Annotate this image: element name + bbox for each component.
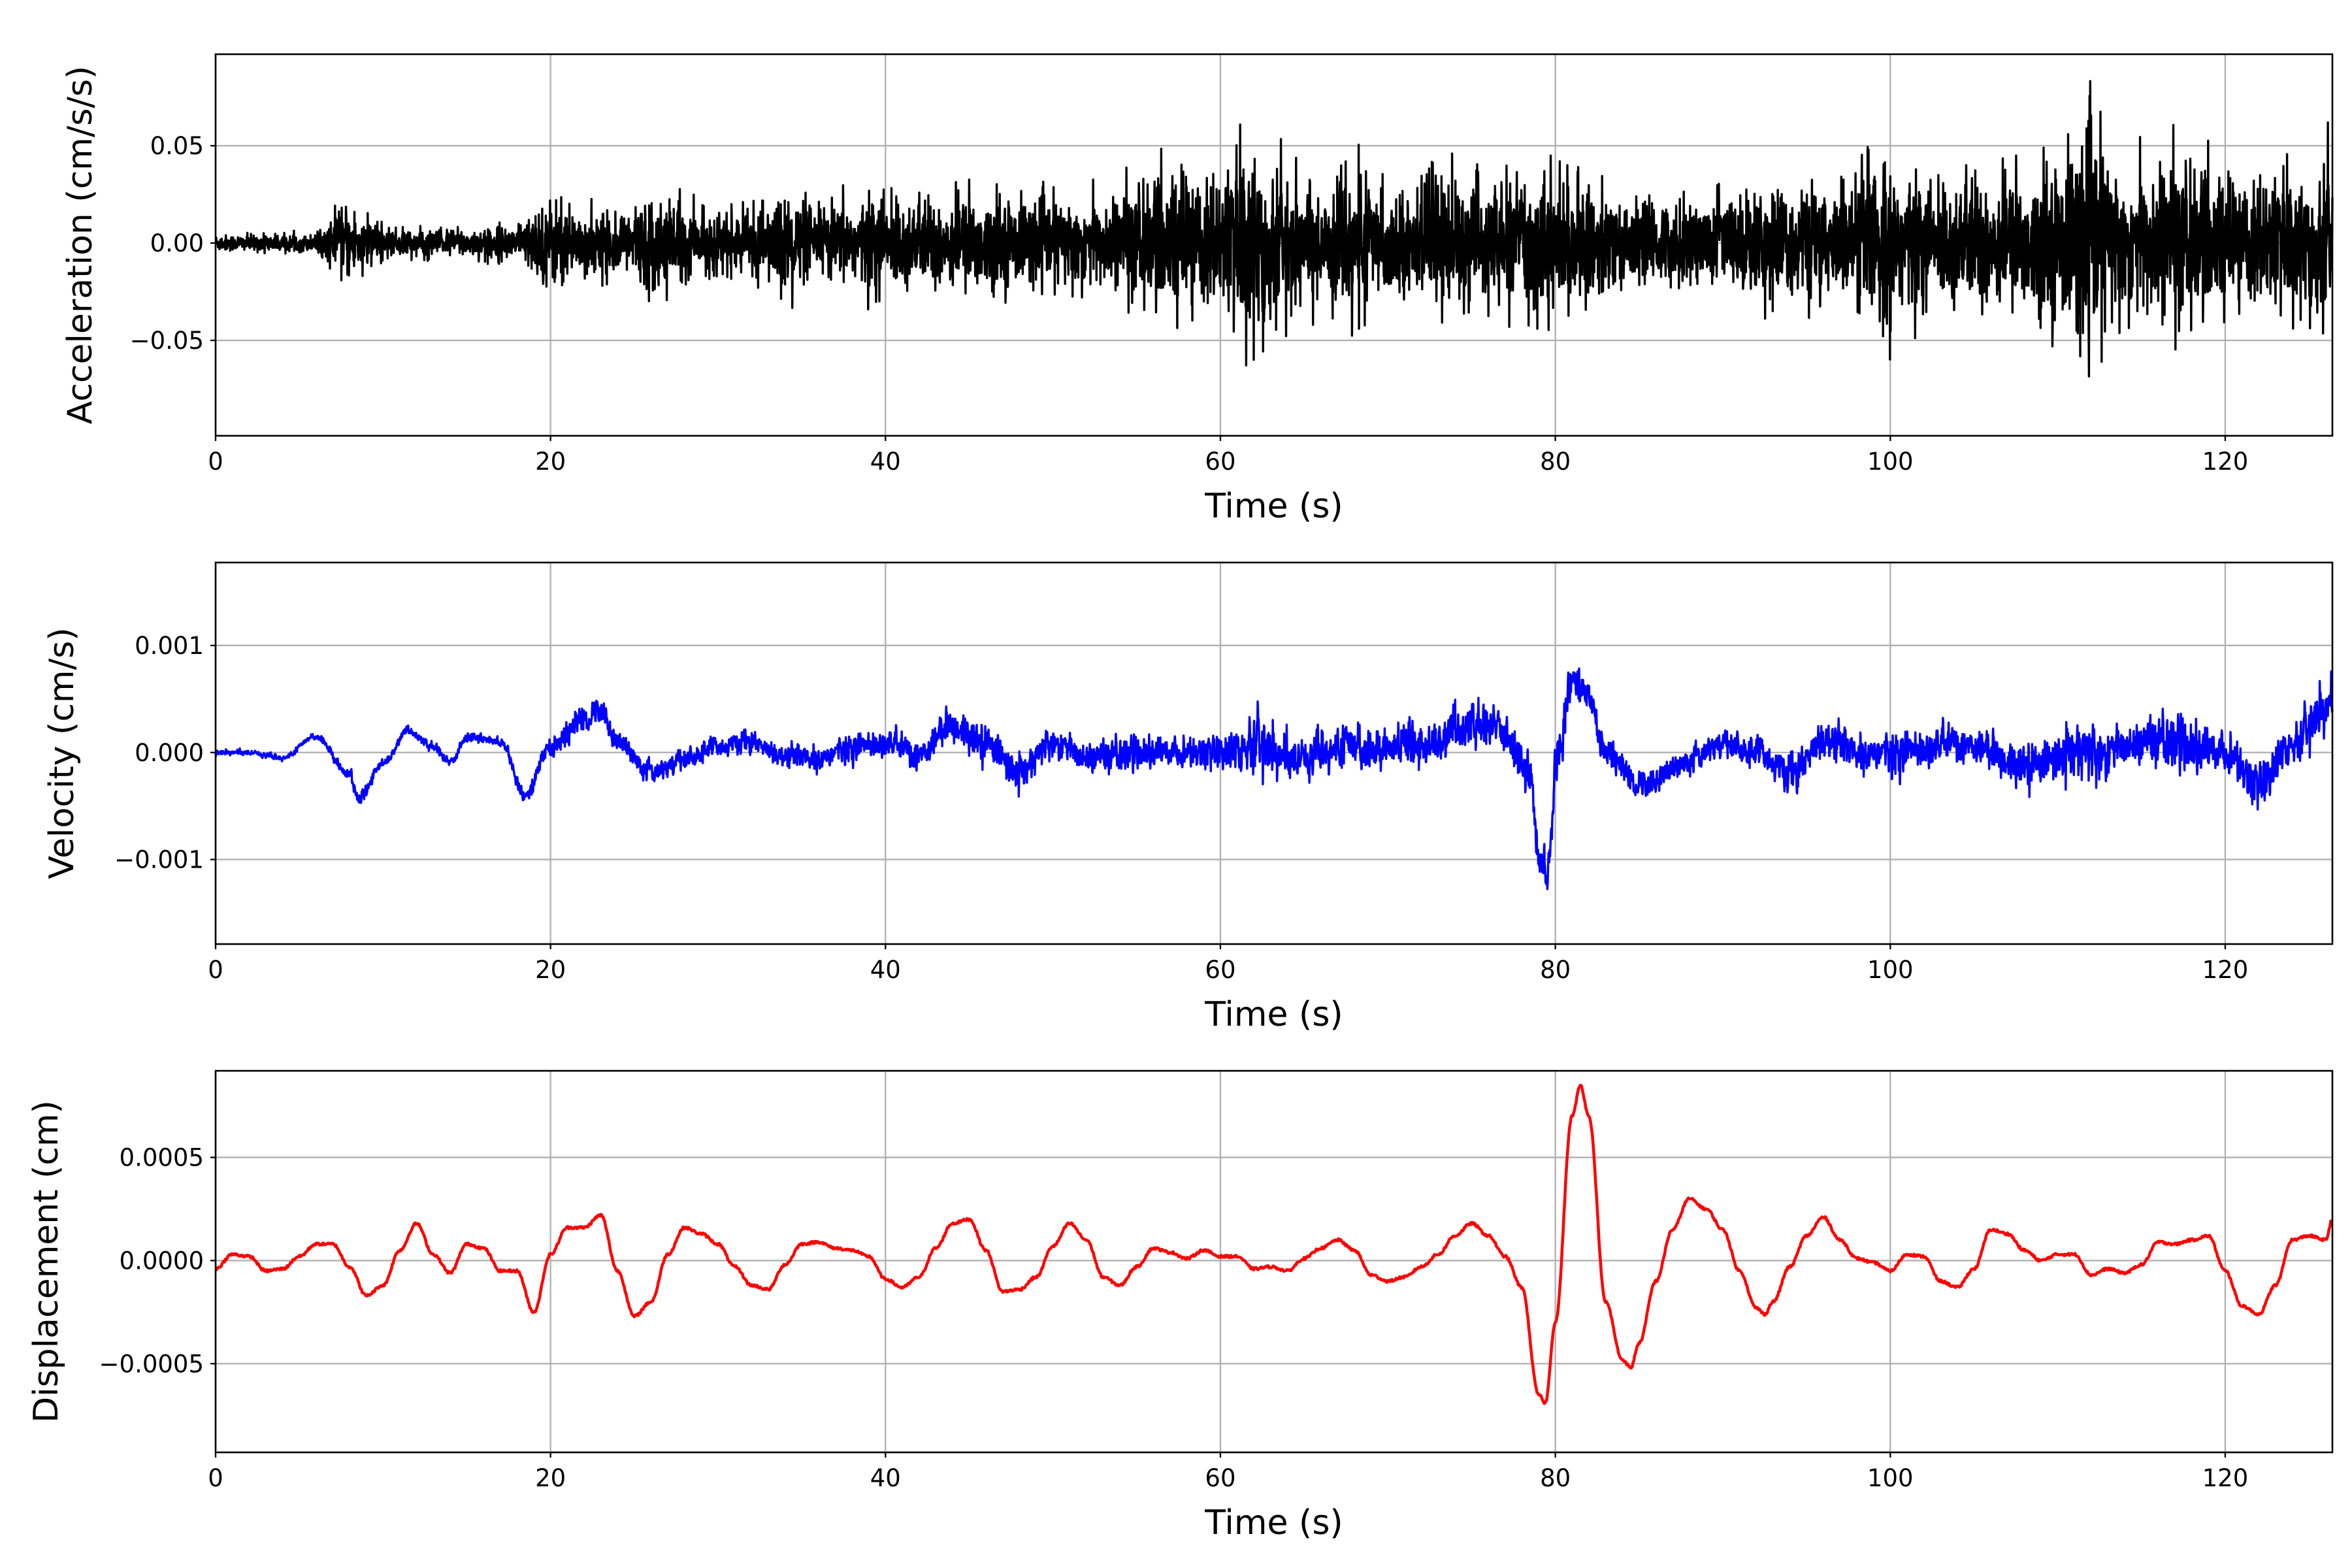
x-tick-label: 0 [208,448,223,476]
y-tick-label: 0.0005 [120,1144,204,1172]
x-tick-label: 60 [1205,448,1235,476]
acceleration-panel: Acceleration (cm/s/s) Time (s) 0 20 40 60 80… [61,53,2334,526]
x-tick-label: 60 [1205,956,1235,984]
x-tick-label: 100 [1867,1464,1914,1492]
x-tick-label: 0 [208,1464,223,1492]
y-tick-label: 0.0000 [120,1247,204,1275]
y-tick-label: 0.05 [150,132,204,160]
acceleration-axes-frame [214,53,2334,437]
displacement-series-line [214,1083,2334,1405]
y-tick-label: −0.05 [130,327,204,355]
displacement-xlabel: Time (s) [1204,1503,1343,1543]
x-tick-label: 120 [2202,956,2249,984]
x-tick-label: 100 [1867,956,1914,984]
x-tick-label: 20 [535,1464,566,1492]
y-tick-label: −0.001 [114,846,204,874]
velocity-axes-frame [214,561,2334,945]
acceleration-ylabel: Acceleration (cm/s/s) [61,66,100,425]
y-tick-label: 0.000 [135,739,204,767]
velocity-series-line [214,667,2334,890]
x-tick-label: 0 [208,956,223,984]
x-tick-label: 120 [2202,448,2249,476]
displacement-ylabel: Displacement (cm) [27,1100,66,1423]
x-tick-label: 20 [535,956,566,984]
x-tick-label: 60 [1205,1464,1235,1492]
x-tick-label: 80 [1540,448,1571,476]
acceleration-xlabel: Time (s) [1204,487,1343,526]
x-tick-label: 40 [870,956,901,984]
x-tick-label: 20 [535,448,566,476]
displacement-axes-frame [214,1070,2334,1454]
velocity-ylabel: Velocity (cm/s) [42,628,82,879]
x-tick-label: 80 [1540,956,1571,984]
y-tick-label: 0.001 [135,632,204,660]
velocity-xlabel: Time (s) [1204,995,1343,1034]
acceleration-series-line [214,80,2334,378]
x-tick-label: 40 [870,1464,901,1492]
x-tick-label: 120 [2202,1464,2249,1492]
x-tick-label: 100 [1867,448,1914,476]
x-tick-label: 80 [1540,1464,1571,1492]
x-tick-label: 40 [870,448,901,476]
velocity-panel: Velocity (cm/s) Time (s) 0 20 40 60 80 100 120… [42,561,2334,1034]
displacement-panel: Displacement (cm) Time (s) 0 20 40 60 80 100 1… [27,1070,2334,1543]
y-tick-label: 0.00 [150,229,204,257]
y-tick-label: −0.0005 [99,1350,204,1378]
